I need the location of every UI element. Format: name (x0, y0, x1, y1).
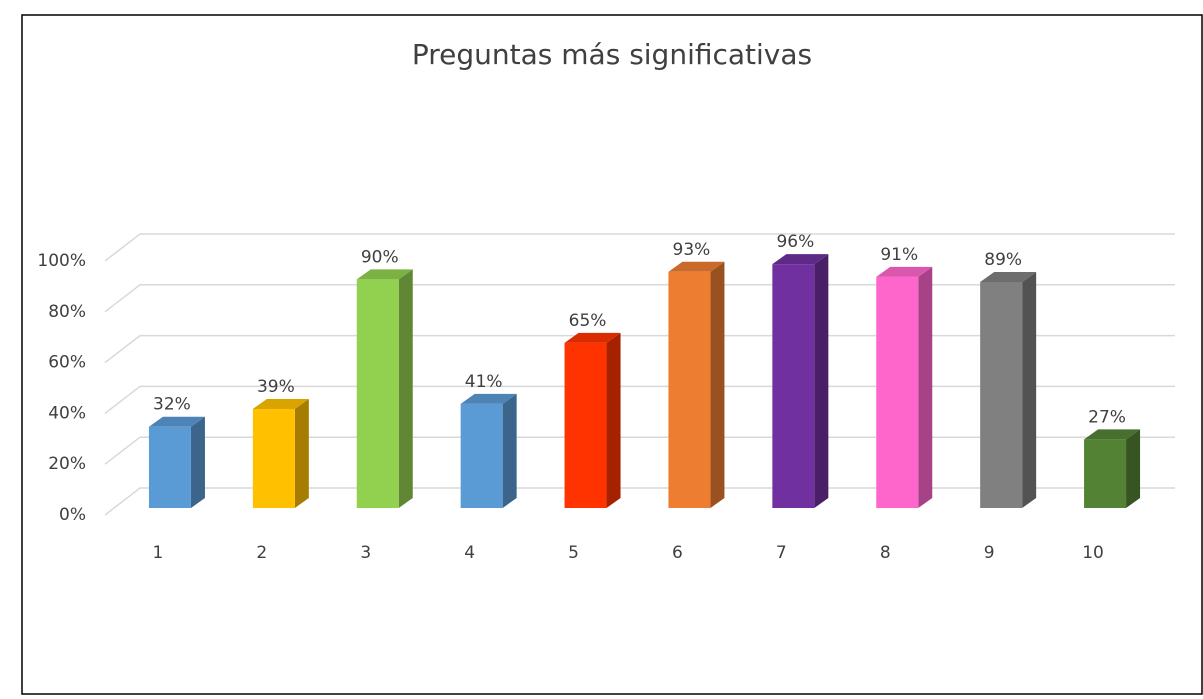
grid-line (104, 436, 1175, 465)
bar-side (398, 269, 413, 508)
bar (772, 254, 829, 508)
x-tick-label: 9 (984, 543, 995, 563)
bar-front (1084, 439, 1127, 508)
bar-side (606, 332, 621, 508)
bar (460, 393, 517, 508)
data-label: 39% (257, 377, 295, 397)
bar-side (190, 416, 205, 508)
bar-side (502, 393, 517, 508)
grid-line (104, 487, 1175, 516)
bar-side (814, 254, 829, 508)
x-tick-label: 8 (880, 543, 891, 563)
bar-side (1022, 271, 1037, 508)
x-tick-label: 4 (464, 543, 475, 563)
bar-top (772, 254, 829, 265)
bar-top (876, 266, 933, 277)
y-tick-label: 100% (37, 251, 86, 271)
x-tick-label: 6 (672, 543, 683, 563)
bar-top (148, 416, 205, 427)
bar-side (918, 266, 933, 508)
bar (564, 332, 621, 508)
bar (1084, 429, 1141, 508)
y-tick-label: 40% (48, 403, 86, 423)
data-label: 93% (673, 240, 711, 260)
bar (980, 271, 1037, 508)
bar (668, 261, 725, 508)
grid-line (104, 284, 1175, 313)
bar-front (252, 408, 295, 508)
y-tick-label: 20% (48, 454, 86, 474)
data-label: 91% (880, 245, 918, 265)
bar-side (710, 261, 725, 508)
bar (876, 266, 933, 508)
x-tick-label: 5 (568, 543, 579, 563)
bar-top (252, 398, 309, 409)
data-label: 96% (776, 232, 814, 252)
y-tick-label: 0% (59, 505, 86, 525)
bar-front (980, 281, 1023, 508)
chart-title: Preguntas más significativas (412, 38, 812, 71)
data-label: 41% (465, 372, 503, 392)
bar (252, 398, 309, 508)
data-label: 27% (1088, 407, 1126, 427)
grid-line (104, 334, 1175, 364)
bar-front (460, 403, 503, 508)
x-tick-label: 2 (256, 543, 267, 563)
bar-front (876, 276, 919, 508)
bar-top (356, 269, 413, 280)
x-tick-label: 10 (1082, 543, 1104, 563)
bar-top (460, 393, 517, 404)
bar-top (980, 271, 1037, 282)
y-tick-label: 80% (48, 302, 86, 322)
data-label: 32% (153, 395, 191, 415)
bar (148, 416, 205, 508)
bar-front (668, 271, 711, 508)
bar-top (668, 261, 725, 272)
x-tick-label: 3 (360, 543, 371, 563)
bar-side (294, 398, 309, 508)
bar-front (564, 342, 607, 508)
grid-line (104, 233, 1175, 262)
bar (356, 269, 413, 508)
bar-front (148, 426, 191, 508)
data-label: 65% (569, 311, 607, 331)
data-label: 89% (984, 250, 1022, 270)
bar-front (772, 264, 815, 508)
bar-side (1126, 429, 1141, 508)
y-tick-label: 60% (48, 353, 86, 373)
bar-top (1084, 429, 1141, 440)
x-tick-label: 7 (776, 543, 787, 563)
x-tick-label: 1 (153, 543, 164, 563)
data-label: 90% (361, 247, 399, 267)
bar-top (564, 332, 621, 343)
bar-front (356, 279, 399, 508)
grid-line (104, 385, 1175, 414)
